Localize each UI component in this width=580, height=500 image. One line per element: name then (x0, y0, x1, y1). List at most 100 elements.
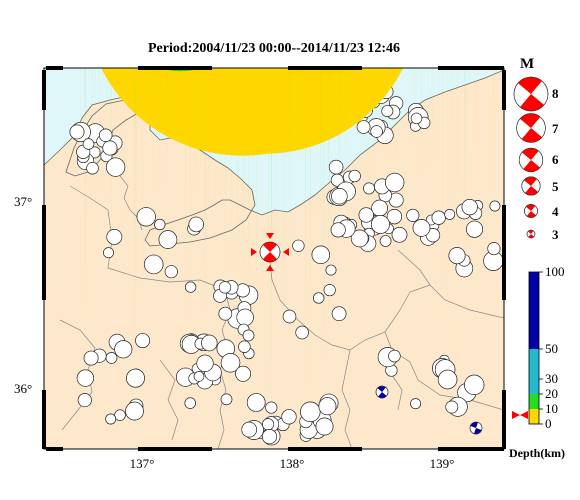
magnitude-symbol-8 (513, 76, 549, 112)
magnitude-symbol-7 (516, 113, 546, 143)
event-mechanism-58 (328, 68, 344, 175)
event-mechanism-75 (370, 68, 390, 234)
depth-legend-title: Depth(km) (509, 446, 565, 460)
event-mechanism-186 (106, 68, 123, 245)
lat-label-36: 36° (14, 381, 33, 396)
lat-label-37: 37° (14, 194, 33, 209)
events-layer (69, 68, 504, 446)
lon-label-139: 139° (429, 456, 455, 471)
event-mechanism-188 (311, 68, 330, 265)
magnitude-label-8: 8 (552, 86, 559, 101)
event-mechanism-91 (444, 68, 456, 220)
highlight-event-triangles (251, 233, 289, 271)
period-title: Period:2004/11/23 00:00--2014/11/23 12:4… (148, 41, 400, 56)
event-mechanism-145 (241, 68, 395, 438)
event-mechanism-51 (388, 68, 404, 208)
event-mechanism-43 (370, 68, 383, 138)
event-mechanism-181 (154, 68, 166, 231)
event-mechanism-174 (388, 68, 401, 363)
event-mechanism-90 (448, 68, 466, 265)
event-mechanism-11 (69, 68, 85, 140)
event-mechanism-175 (437, 68, 458, 390)
event-mechanism-187 (164, 68, 178, 279)
event-mechanism-62 (386, 68, 403, 225)
event-mechanism-142 (246, 68, 344, 412)
event-mechanism-194 (325, 68, 337, 276)
event-mechanism-83 (412, 68, 431, 237)
event-mechanism-127 (184, 68, 379, 409)
event-mechanism-79 (350, 68, 369, 248)
depth-label-30: 30 (545, 371, 558, 386)
event-mechanism-183 (158, 68, 178, 249)
event-mechanism-115 (220, 68, 241, 373)
lon-label-138: 138° (279, 456, 305, 471)
event-mechanism-190 (331, 68, 347, 322)
event-mechanism-76 (425, 68, 441, 243)
magnitude-legend (513, 76, 549, 239)
depth-marker-triangles (512, 411, 528, 419)
depth-band-10-20 (529, 394, 539, 409)
event-mechanism-185 (136, 68, 156, 227)
event-mechanism-78 (379, 68, 392, 247)
magnitude-symbol-5 (521, 176, 541, 196)
depth-label-0: 0 (545, 416, 552, 431)
depth-label-10: 10 (545, 401, 558, 416)
event-mechanism-8 (82, 68, 95, 150)
event-mechanism-179 (103, 68, 202, 259)
event-mechanism-189 (282, 68, 297, 324)
event-mechanism-32 (381, 68, 394, 117)
event-mechanism-15 (105, 68, 126, 177)
magnitude-symbol-3 (526, 229, 536, 239)
highlight-event-mechanism (259, 241, 281, 263)
event-mechanism-84 (483, 68, 504, 271)
event-mechanism-107 (218, 68, 232, 294)
event-mechanism-71 (406, 68, 420, 222)
event-mechanism-5 (86, 68, 99, 175)
event-mechanism-150 (318, 68, 337, 416)
magnitude-symbol-4 (524, 204, 538, 218)
magnitude-legend-title: M (520, 56, 535, 72)
lon-label-137: 137° (129, 456, 155, 471)
magnitude-label-4: 4 (552, 204, 559, 219)
event-mechanism-81 (358, 68, 374, 223)
event-mechanism-169 (410, 68, 421, 410)
event-mechanism-149 (300, 68, 321, 422)
depth-band-20-50 (529, 349, 539, 394)
magnitude-label-3: 3 (552, 227, 559, 242)
event-mechanism-195 (295, 68, 309, 340)
event-mechanism-152 (105, 68, 337, 364)
magnitude-symbol-6 (518, 147, 544, 173)
event-mechanism-163 (126, 68, 357, 388)
event-mechanism-165 (105, 68, 403, 425)
depth-label-100: 100 (545, 264, 565, 279)
depth-label-50: 50 (545, 341, 558, 356)
event-mechanism-64 (391, 68, 408, 243)
event-mechanism-47 (330, 68, 344, 187)
event-mechanism-177 (445, 68, 459, 414)
depth-band-50-100 (529, 272, 539, 349)
depth-colorbar (512, 271, 543, 425)
event-mechanism-164 (125, 68, 392, 421)
event-mechanism-193 (313, 68, 325, 304)
event-mechanism-14 (98, 68, 113, 143)
depth-band-0-10 (529, 409, 539, 424)
depth-label-20: 20 (545, 386, 558, 401)
magnitude-label-5: 5 (552, 179, 559, 194)
event-mechanism-44 (410, 68, 423, 125)
event-mechanism-59 (385, 68, 405, 193)
event-mechanism-deep-1 (375, 385, 389, 399)
magnitude-label-6: 6 (552, 152, 559, 167)
event-mechanism-13 (102, 68, 118, 156)
event-mechanism-126 (196, 68, 321, 372)
event-mechanism-192 (292, 68, 305, 252)
frame-ticks (42, 66, 506, 451)
event-mechanism-125 (193, 68, 345, 382)
event-mechanism-140 (281, 68, 297, 425)
event-mechanism-95 (461, 68, 478, 216)
event-mechanism-118 (220, 68, 365, 406)
magnitude-label-7: 7 (552, 121, 559, 136)
event-mechanism-178 (144, 68, 164, 275)
event-mechanism-191 (323, 68, 336, 297)
